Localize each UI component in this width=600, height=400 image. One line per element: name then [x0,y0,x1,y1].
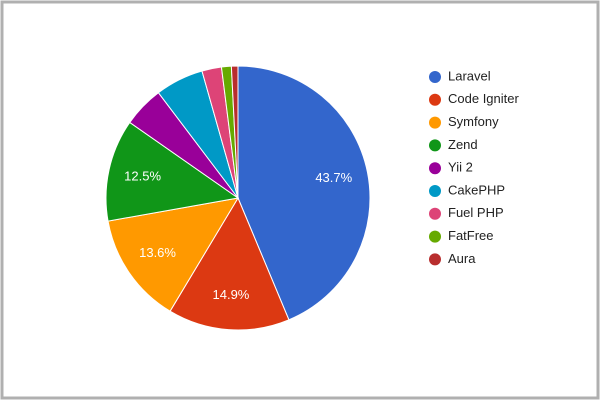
legend-label: Aura [448,251,476,266]
legend-marker [429,162,441,175]
legend-marker [429,185,441,197]
legend-marker [429,93,441,106]
data-label: 14.9% [213,287,250,302]
legend-marker [429,230,441,243]
legend-label: Laravel [448,68,491,83]
pie-slice [107,197,239,312]
legend-marker [429,207,441,220]
legend-label: CakePHP [448,182,505,197]
data-label: 13.6% [139,245,176,260]
data-label: 43.7% [315,170,352,185]
legend-marker [429,253,441,266]
legend-marker [429,139,441,152]
legend-label: Fuel PHP [448,205,504,220]
legend-label: Yii 2 [448,160,473,175]
legend-marker [429,116,441,129]
legend-label: FatFree [448,228,494,243]
pie-slice [105,121,240,222]
legend-marker [429,71,441,83]
pie-slice [169,196,290,331]
legend-label: Zend [448,137,478,152]
legend-label: Symfony [448,114,499,129]
legend-label: Code Igniter [448,91,519,106]
pie-slice [237,65,371,321]
data-label: 12.5% [124,168,161,183]
pie-slice [230,65,239,199]
